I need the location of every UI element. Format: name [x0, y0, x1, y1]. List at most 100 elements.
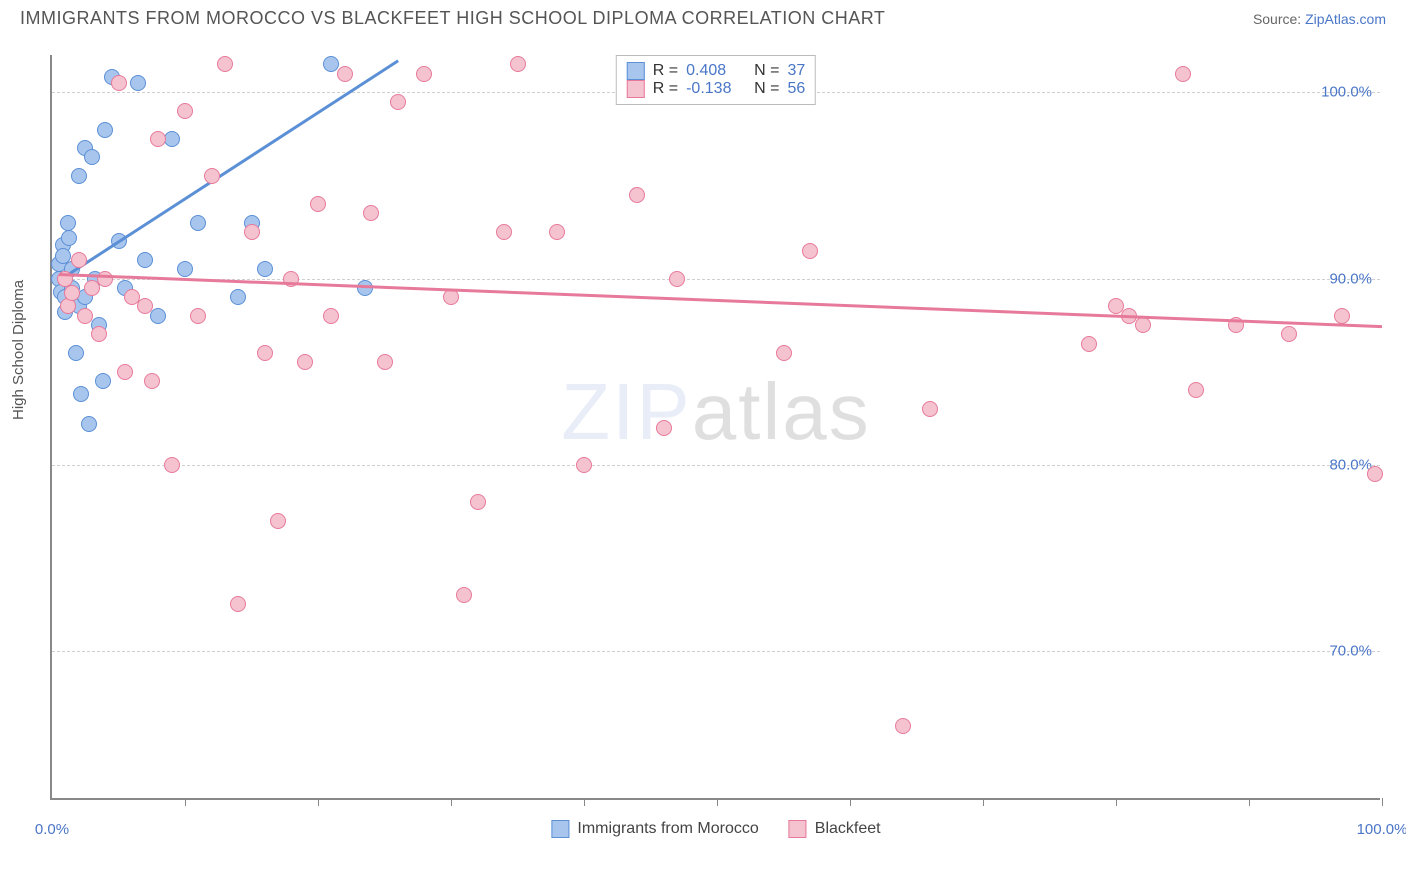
- legend-row: R =0.408N =37: [627, 62, 805, 80]
- scatter-point: [496, 224, 512, 240]
- scatter-point: [1188, 382, 1204, 398]
- scatter-point: [377, 354, 393, 370]
- scatter-point: [470, 494, 486, 510]
- gridline-h: [52, 651, 1380, 652]
- y-tick-label: 80.0%: [1329, 456, 1372, 473]
- legend-series-item: Immigrants from Morocco: [551, 820, 758, 838]
- scatter-point: [456, 587, 472, 603]
- scatter-point: [337, 66, 353, 82]
- x-tick-mark: [318, 798, 319, 806]
- x-tick-label: 0.0%: [35, 821, 69, 838]
- legend-swatch: [551, 820, 569, 838]
- scatter-point: [97, 122, 113, 138]
- watermark: ZIPatlas: [561, 366, 870, 458]
- scatter-point: [230, 289, 246, 305]
- scatter-point: [310, 196, 326, 212]
- scatter-point: [297, 354, 313, 370]
- scatter-point: [510, 56, 526, 72]
- y-axis-label: High School Diploma: [10, 280, 27, 420]
- gridline-h: [52, 279, 1380, 280]
- scatter-point: [1135, 317, 1151, 333]
- scatter-point: [244, 224, 260, 240]
- scatter-plot-area: ZIPatlas R =0.408N =37R =-0.138N =56 Imm…: [50, 55, 1380, 800]
- scatter-point: [217, 56, 233, 72]
- x-tick-mark: [983, 798, 984, 806]
- x-tick-mark: [185, 798, 186, 806]
- legend-r-value: -0.138: [686, 80, 746, 98]
- scatter-point: [656, 420, 672, 436]
- scatter-point: [443, 289, 459, 305]
- legend-n-value: 37: [787, 62, 805, 80]
- y-tick-label: 70.0%: [1329, 643, 1372, 660]
- chart-header: IMMIGRANTS FROM MOROCCO VS BLACKFEET HIG…: [0, 0, 1406, 33]
- scatter-point: [390, 94, 406, 110]
- legend-n-value: 56: [787, 80, 805, 98]
- scatter-point: [137, 252, 153, 268]
- scatter-point: [776, 345, 792, 361]
- scatter-point: [177, 261, 193, 277]
- scatter-point: [150, 131, 166, 147]
- scatter-point: [1175, 66, 1191, 82]
- y-tick-label: 90.0%: [1329, 270, 1372, 287]
- scatter-point: [60, 215, 76, 231]
- scatter-point: [549, 224, 565, 240]
- legend-row: R = -0.138 N = 56: [627, 80, 805, 98]
- legend-n-label: N =: [754, 62, 779, 80]
- scatter-point: [61, 230, 77, 246]
- legend-n-label: N =: [754, 80, 779, 98]
- scatter-point: [1367, 466, 1383, 482]
- scatter-point: [257, 261, 273, 277]
- source-attribution: Source: ZipAtlas.com: [1253, 11, 1386, 27]
- scatter-point: [144, 373, 160, 389]
- y-tick-label: 100.0%: [1321, 84, 1372, 101]
- scatter-point: [363, 205, 379, 221]
- legend-r-value: 0.408: [686, 62, 746, 80]
- legend-swatch: [627, 80, 645, 98]
- scatter-point: [164, 457, 180, 473]
- scatter-point: [1334, 308, 1350, 324]
- scatter-point: [68, 345, 84, 361]
- x-tick-mark: [1116, 798, 1117, 806]
- scatter-point: [137, 298, 153, 314]
- scatter-point: [669, 271, 685, 287]
- x-tick-mark: [584, 798, 585, 806]
- legend-series-item: Blackfeet: [789, 820, 881, 838]
- legend-r-label: R =: [653, 80, 678, 98]
- trend-line: [59, 273, 1382, 328]
- scatter-point: [416, 66, 432, 82]
- legend-swatch: [627, 62, 645, 80]
- scatter-point: [576, 457, 592, 473]
- x-tick-label: 100.0%: [1357, 821, 1406, 838]
- scatter-point: [190, 215, 206, 231]
- scatter-point: [73, 386, 89, 402]
- scatter-point: [130, 75, 146, 91]
- legend-series-name: Immigrants from Morocco: [577, 820, 758, 838]
- x-tick-mark: [1249, 798, 1250, 806]
- scatter-point: [1281, 326, 1297, 342]
- x-tick-mark: [451, 798, 452, 806]
- scatter-point: [190, 308, 206, 324]
- scatter-point: [71, 252, 87, 268]
- scatter-point: [150, 308, 166, 324]
- scatter-point: [922, 401, 938, 417]
- scatter-point: [629, 187, 645, 203]
- x-tick-mark: [717, 798, 718, 806]
- scatter-point: [230, 596, 246, 612]
- scatter-point: [204, 168, 220, 184]
- scatter-point: [270, 513, 286, 529]
- series-legend: Immigrants from Morocco Blackfeet: [551, 820, 880, 838]
- scatter-point: [64, 285, 80, 301]
- source-link[interactable]: ZipAtlas.com: [1305, 11, 1386, 27]
- scatter-point: [111, 75, 127, 91]
- scatter-point: [71, 168, 87, 184]
- scatter-point: [177, 103, 193, 119]
- scatter-point: [95, 373, 111, 389]
- scatter-point: [1081, 336, 1097, 352]
- scatter-point: [97, 271, 113, 287]
- scatter-point: [81, 416, 97, 432]
- scatter-point: [357, 280, 373, 296]
- scatter-point: [802, 243, 818, 259]
- x-tick-mark: [1382, 798, 1383, 806]
- scatter-point: [77, 308, 93, 324]
- scatter-point: [257, 345, 273, 361]
